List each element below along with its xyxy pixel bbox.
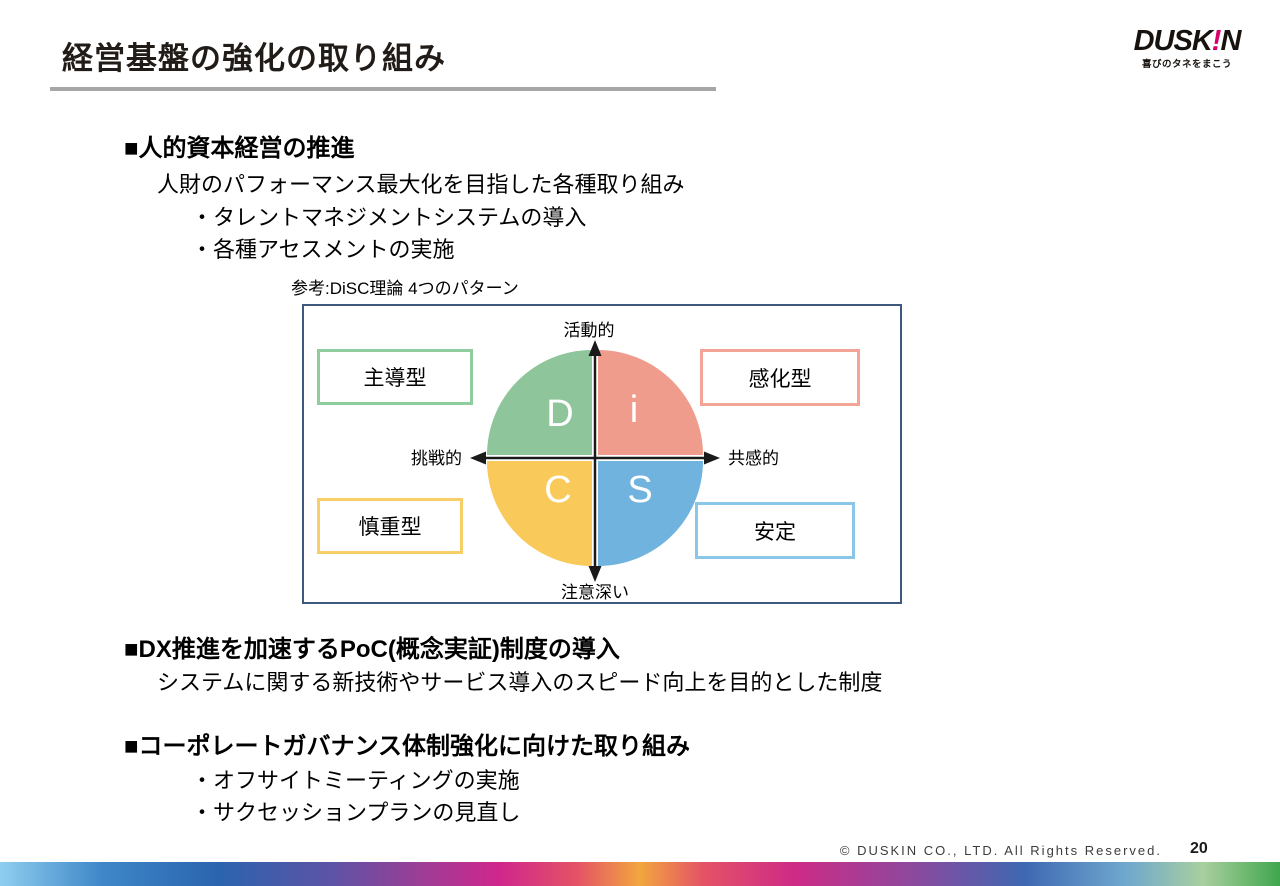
quadrant-d-shape [487,350,592,455]
section-heading-governance: ■コーポレートガバナンス体制強化に向けた取り組み [124,733,691,760]
section-body-dx-poc: システムに関する新技術やサービス導入のスピード向上を目的とした制度 [157,670,883,695]
quadrant-c-shape [487,461,592,566]
axis-label-top: 活動的 [564,321,615,340]
section-body-human-capital: 人財のパフォーマンス最大化を目指した各種取り組み [157,172,685,197]
logo-text-suffix: N [1220,25,1241,57]
quadrant-letter-s: S [627,469,652,511]
quadrant-i-shape [598,350,703,455]
rainbow-bar [0,862,1280,886]
section-heading-dx-poc: ■DX推進を加速するPoC(概念実証)制度の導入 [124,636,620,663]
page-title: 経営基盤の強化の取り組み [62,41,446,76]
bullet-offsite-meeting: ・オフサイトミーティングの実施 [191,768,520,793]
bullet-succession-plan: ・サクセッションプランの見直し [191,800,521,825]
arrow-left-icon [470,451,486,465]
arrow-right-icon [704,451,720,465]
disc-diagram: 活動的 注意深い 挑戦的 共感的 D i C S 主導型 感化型 慎重型 安定 [302,304,902,604]
label-steadiness: 安定 [754,520,796,544]
axis-label-bottom: 注意深い [561,583,629,602]
disc-quadrant-chart: 活動的 注意深い 挑戦的 共感的 D i C S [411,321,779,602]
bullet-talent-management: ・タレントマネジメントシステムの導入 [191,205,587,230]
label-box-steadiness: 安定 [695,502,855,559]
quadrant-letter-c: C [544,469,571,511]
label-box-influence: 感化型 [700,349,860,406]
quadrant-letter-i: i [630,389,638,431]
quadrant-s-shape [598,461,703,566]
logo-text-prefix: DUSK [1133,25,1213,57]
label-box-conscientiousness: 慎重型 [317,498,463,554]
label-influence: 感化型 [748,367,812,391]
arrow-up-icon [588,340,602,356]
label-conscientiousness: 慎重型 [358,516,422,539]
axis-label-left: 挑戦的 [411,449,462,468]
arrow-down-icon [588,566,602,582]
logo-tagline: 喜びのタネをまこう [1141,59,1232,70]
label-box-dominance: 主導型 [317,349,473,405]
diagram-caption: 参考:DiSC理論 4つのパターン [291,279,519,298]
page-number: 20 [1190,840,1208,857]
quadrant-letter-d: D [546,393,573,435]
duskin-logo: DUSK!N 喜びのタネをまこう [1124,27,1250,70]
logo-exclamation-accent: ! [1211,25,1222,57]
axis-label-right: 共感的 [728,449,779,468]
duskin-logo-wordmark: DUSK!N [1124,27,1250,56]
label-dominance: 主導型 [363,367,427,390]
section-heading-human-capital: ■人的資本経営の推進 [124,135,355,162]
copyright-text: © DUSKIN CO., LTD. All Rights Reserved. [839,843,1162,858]
bullet-assessments: ・各種アセスメントの実施 [191,237,455,262]
title-underline [50,87,716,91]
